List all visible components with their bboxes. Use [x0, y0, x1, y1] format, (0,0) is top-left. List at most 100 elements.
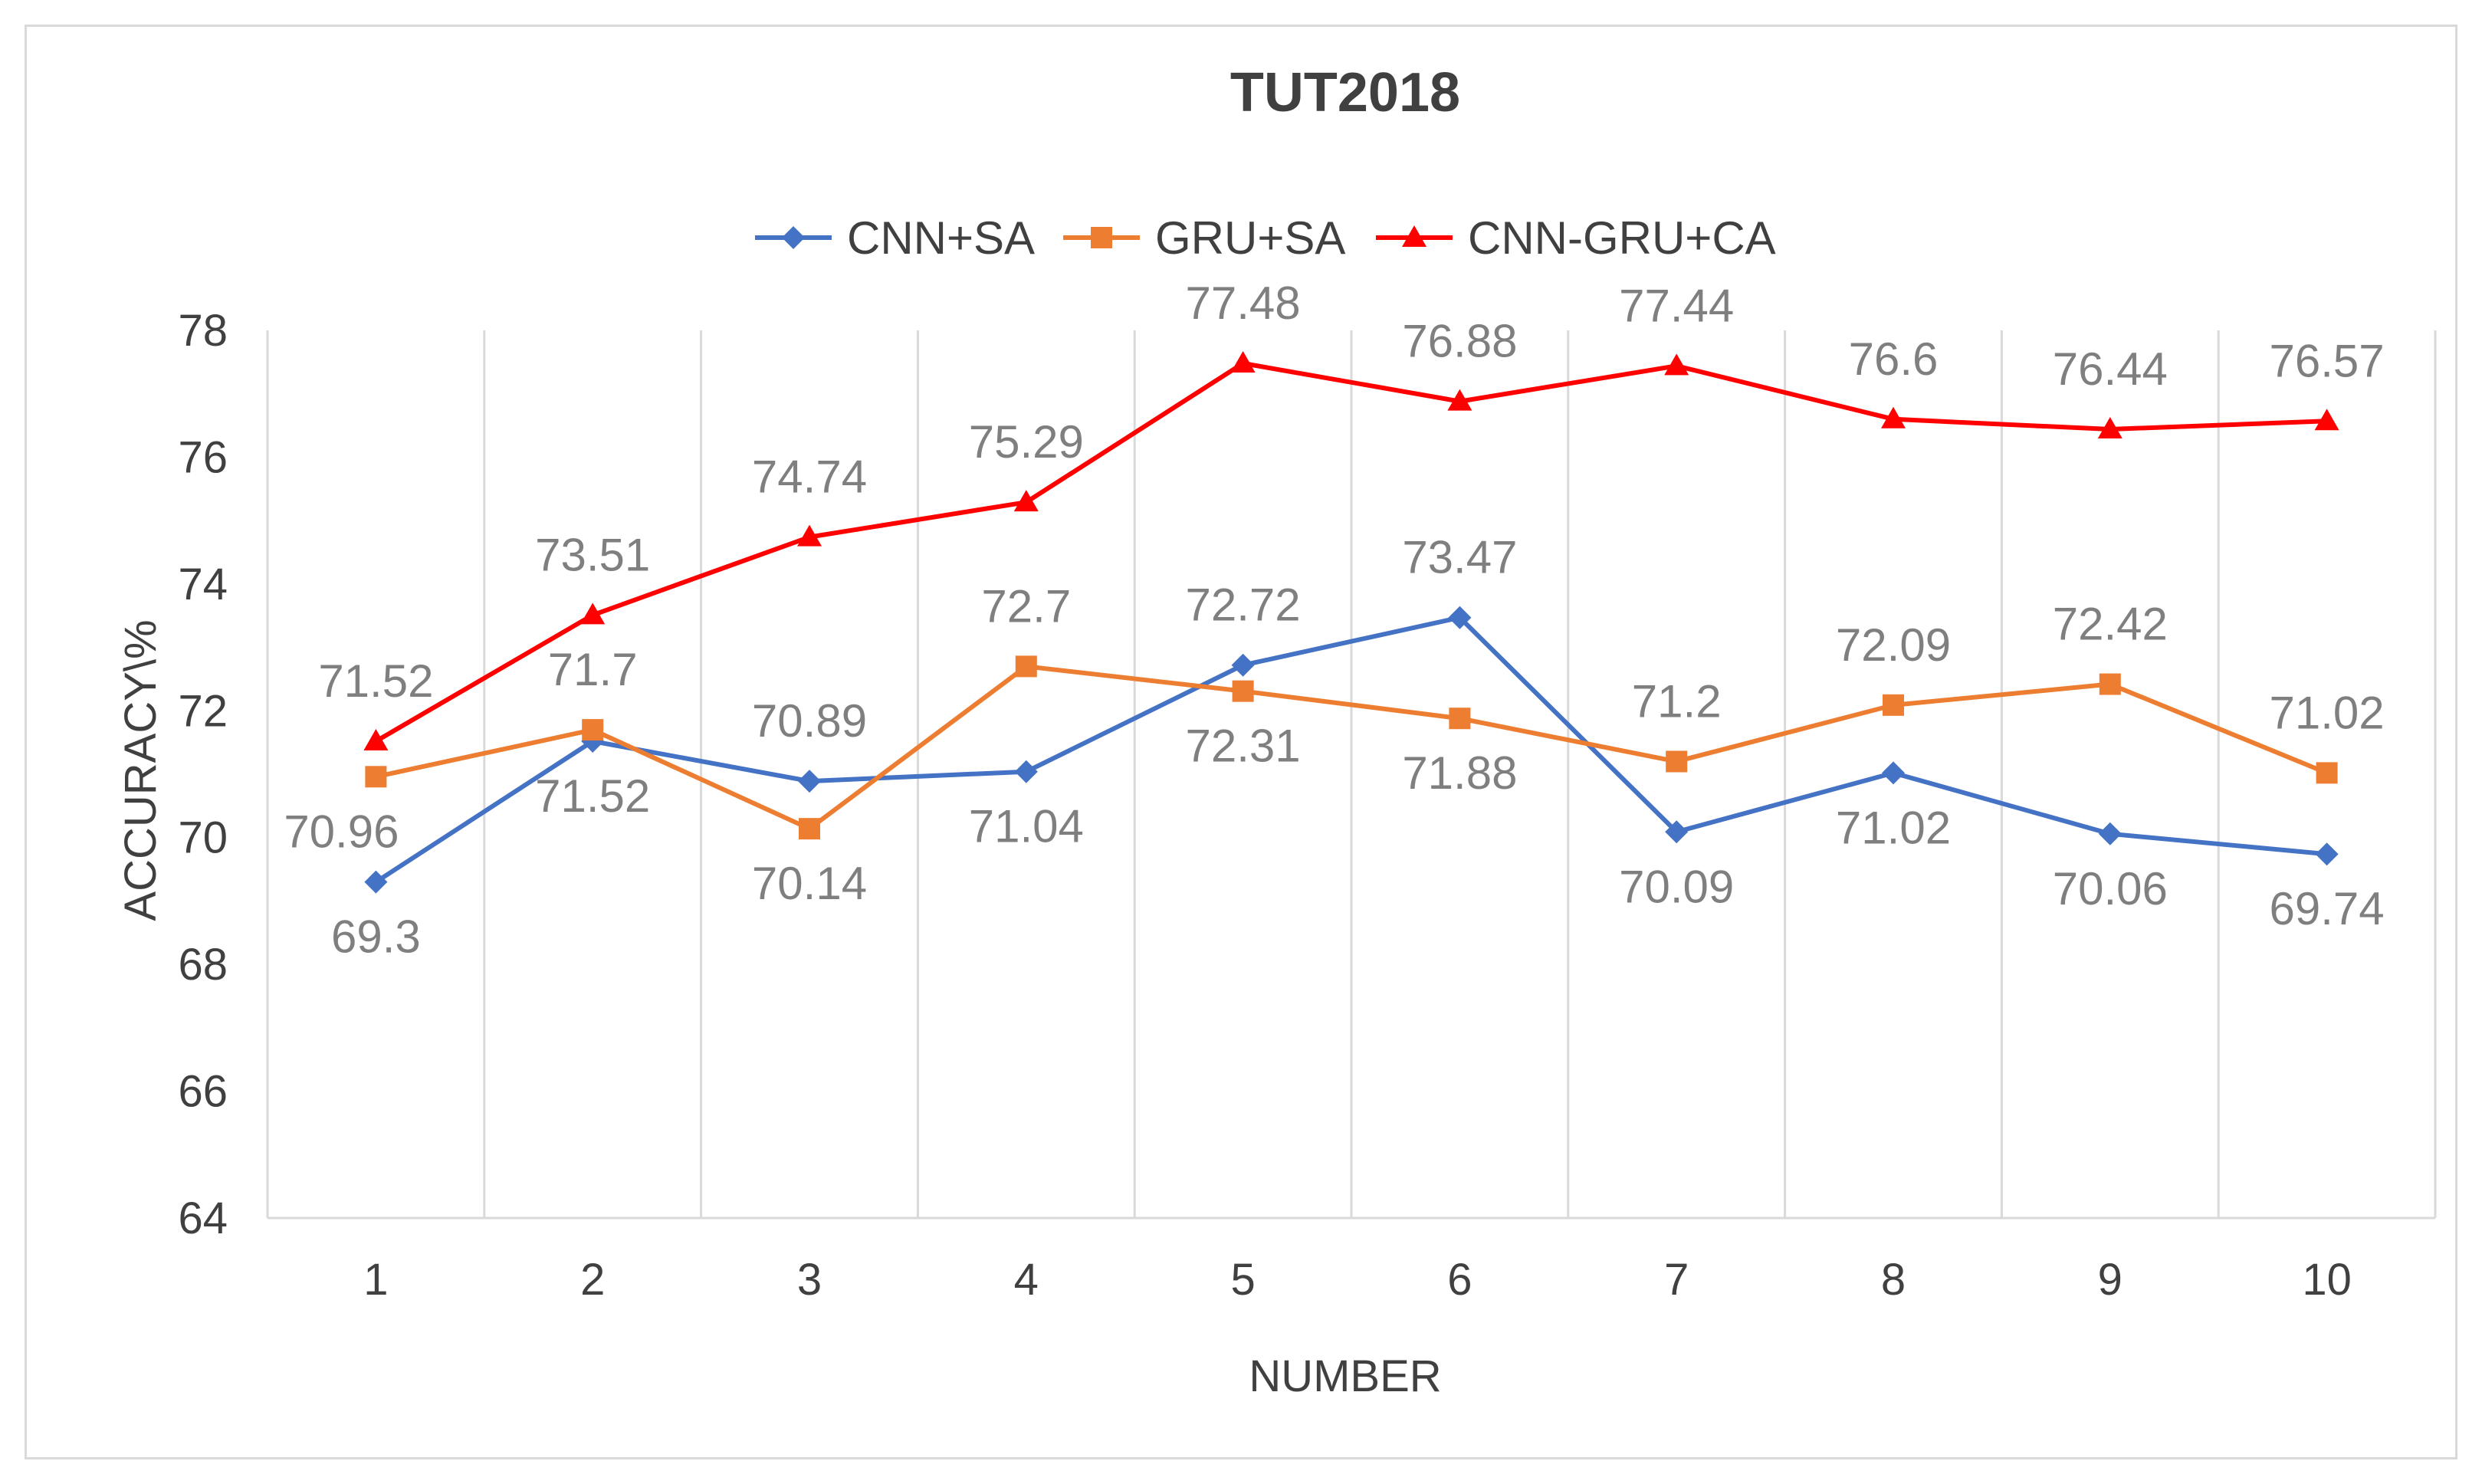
- data-label: 72.31: [1186, 721, 1301, 772]
- legend-label: CNN+SA: [847, 212, 1035, 264]
- data-label: 70.09: [1619, 861, 1734, 912]
- triangle-marker: [580, 602, 606, 625]
- diamond-marker: [798, 770, 821, 793]
- y-tick-label: 66: [178, 1067, 228, 1117]
- series-line: [374, 615, 2327, 885]
- x-tick-label: 8: [1881, 1255, 1906, 1305]
- y-tick-label: 64: [178, 1193, 228, 1243]
- y-axis-ticks: 64 66 68 70 72 74 76 78: [178, 306, 228, 1243]
- gridlines: [266, 330, 2437, 1220]
- y-axis-title: ACCURACY\%: [116, 619, 166, 921]
- y-tick-label: 72: [178, 686, 228, 736]
- data-label: 71.52: [318, 655, 433, 707]
- square-marker: [1015, 655, 1037, 678]
- x-tick-label: 6: [1447, 1255, 1472, 1305]
- x-tick-label: 3: [797, 1255, 822, 1305]
- data-label: 76.6: [1849, 333, 1939, 385]
- diamond-marker: [1665, 820, 1689, 844]
- triangle-marker: [2097, 417, 2123, 439]
- legend-triangle-marker: [1402, 225, 1426, 247]
- x-tick-label: 2: [580, 1255, 605, 1305]
- x-axis-ticks: 1 2 3 4 5 6 7 8 9 10: [363, 1255, 2352, 1305]
- square-marker: [365, 766, 387, 788]
- series-GRU+SA: [365, 655, 2338, 840]
- series-layer: [363, 351, 2339, 894]
- data-label: 71.02: [2270, 687, 2385, 738]
- data-label: 70.06: [2053, 863, 2168, 914]
- square-marker: [799, 818, 820, 840]
- y-tick-label: 70: [178, 813, 228, 863]
- legend-entry: GRU+SA: [1063, 212, 1345, 264]
- square-marker: [1232, 680, 1254, 702]
- x-tick-label: 5: [1230, 1255, 1255, 1305]
- triangle-marker: [1230, 351, 1256, 373]
- series-line: [374, 361, 2327, 744]
- data-label: 73.51: [535, 529, 650, 580]
- triangle-marker: [2314, 409, 2339, 431]
- square-marker: [2316, 762, 2338, 784]
- line-chart: TUT2018 CNN+SA GRU+SA CNN-GRU+CA 646668707…: [116, 62, 2437, 1401]
- data-label: 72.7: [981, 580, 1071, 632]
- data-label: 69.74: [2270, 883, 2385, 934]
- y-tick-label: 78: [178, 306, 228, 356]
- data-label: 71.88: [1402, 747, 1517, 799]
- data-label: 72.42: [2053, 599, 2168, 650]
- diamond-marker: [1231, 653, 1255, 677]
- square-marker: [1449, 708, 1471, 730]
- data-label: 74.74: [752, 451, 867, 503]
- data-label: 76.44: [2053, 343, 2168, 395]
- x-tick-label: 4: [1014, 1255, 1039, 1305]
- data-label: 70.14: [752, 858, 867, 909]
- data-label: 75.29: [969, 416, 1084, 468]
- triangle-marker: [1664, 353, 1689, 376]
- triangle-marker: [363, 728, 389, 750]
- square-marker: [1883, 694, 1904, 716]
- data-label: 77.48: [1186, 277, 1301, 329]
- data-label: 76.88: [1402, 316, 1517, 367]
- diamond-marker: [1014, 760, 1038, 783]
- data-label: 71.52: [535, 770, 650, 822]
- triangle-marker: [1447, 389, 1472, 411]
- data-labels: 69.3 71.52 70.89 71.04 72.72 73.47 70.09 71.02 7…: [284, 277, 2384, 963]
- data-label: 77.44: [1619, 280, 1734, 331]
- data-label: 70.89: [752, 695, 867, 747]
- data-label: 76.57: [2270, 335, 2385, 386]
- diamond-marker: [1882, 761, 1905, 785]
- x-tick-label: 1: [363, 1255, 388, 1305]
- data-label: 72.72: [1186, 579, 1301, 631]
- x-tick-label: 7: [1664, 1255, 1689, 1305]
- chart-title: TUT2018: [1230, 62, 1460, 123]
- series-CNN+SA: [364, 606, 2339, 894]
- diamond-marker: [2098, 822, 2122, 845]
- series-CNN-GRU+CA: [363, 351, 2339, 750]
- square-marker: [582, 719, 604, 741]
- series-line: [375, 664, 2328, 832]
- data-label: 71.7: [548, 644, 638, 695]
- y-tick-label: 74: [178, 560, 228, 609]
- data-label: 71.02: [1836, 802, 1951, 853]
- diamond-marker: [2315, 842, 2339, 866]
- legend-diamond-marker: [782, 226, 805, 249]
- data-label: 73.47: [1402, 532, 1517, 583]
- chart-frame: TUT2018 CNN+SA GRU+SA CNN-GRU+CA 64 66 68 70 7…: [25, 25, 2457, 1459]
- data-label: 71.04: [969, 801, 1084, 852]
- square-marker: [1666, 750, 1688, 773]
- diamond-marker: [1448, 606, 1472, 629]
- triangle-marker: [797, 524, 822, 547]
- legend-entry: CNN+SA: [755, 212, 1035, 264]
- square-marker: [2099, 673, 2121, 695]
- legend: CNN+SA GRU+SA CNN-GRU+CA: [755, 212, 1776, 264]
- y-tick-label: 68: [178, 940, 228, 990]
- legend-entry: CNN-GRU+CA: [1376, 212, 1776, 264]
- legend-label: GRU+SA: [1155, 212, 1345, 264]
- x-tick-label: 10: [2302, 1255, 2352, 1305]
- data-label: 72.09: [1836, 619, 1951, 671]
- data-label: 69.3: [331, 911, 421, 963]
- triangle-marker: [1881, 406, 1906, 428]
- legend-square-marker: [1091, 227, 1112, 248]
- y-tick-label: 76: [178, 432, 228, 482]
- data-label: 70.96: [284, 806, 399, 857]
- legend-label: CNN-GRU+CA: [1468, 212, 1776, 264]
- triangle-marker: [1013, 490, 1039, 512]
- diamond-marker: [364, 870, 388, 894]
